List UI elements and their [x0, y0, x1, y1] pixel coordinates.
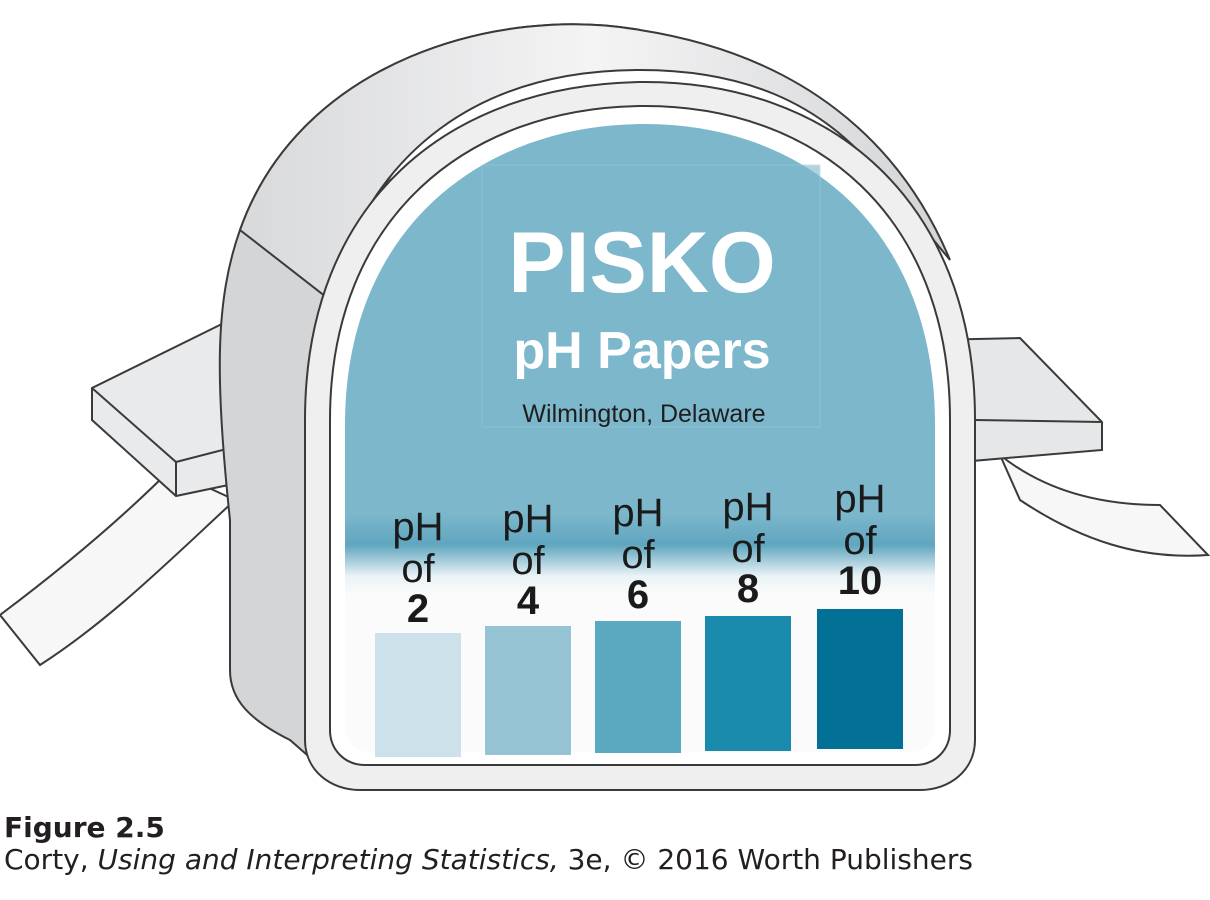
location-text: Wilmington, Delaware	[522, 400, 765, 428]
product-name: pH Papers	[513, 322, 770, 380]
ph-label-of: of	[511, 539, 545, 583]
ph-color-swatch	[375, 633, 461, 757]
ph-paper-dispenser-illustration: PISKO pH Papers Wilmington, Delaware pHo…	[0, 23, 1210, 791]
ph-label-of: of	[401, 547, 435, 591]
ph-label-of: of	[843, 519, 877, 563]
paper-strip-left	[0, 468, 237, 667]
paper-strip-right	[999, 454, 1210, 557]
ph-label-word: pH	[612, 491, 663, 535]
label-panel	[345, 123, 935, 752]
ph-label-word: pH	[502, 497, 553, 541]
brand-name: PISKO	[508, 215, 776, 311]
figure-caption: Figure 2.5 Corty, Using and Interpreting…	[4, 811, 973, 876]
ph-value-label: 2	[407, 587, 429, 631]
ph-color-swatch	[705, 616, 791, 751]
ph-value-label: 10	[838, 559, 883, 603]
ph-color-swatch	[817, 609, 903, 749]
credit-publisher: 3e, © 2016 Worth Publishers	[558, 843, 973, 877]
ph-label-of: of	[731, 527, 765, 571]
ph-value-label: 6	[627, 573, 649, 617]
ph-value-label: 8	[737, 567, 759, 611]
ph-label-of: of	[621, 533, 655, 577]
ph-label-word: pH	[392, 505, 443, 549]
ph-label-word: pH	[834, 477, 885, 521]
ph-value-label: 4	[517, 579, 540, 623]
credit-author: Corty,	[4, 843, 98, 877]
ph-color-swatch	[485, 626, 571, 755]
ph-color-swatch	[595, 621, 681, 753]
figure-credit: Corty, Using and Interpreting Statistics…	[4, 844, 973, 876]
ph-label-word: pH	[722, 485, 773, 529]
figure-label: Figure 2.5	[4, 811, 165, 844]
credit-book-title: Using and Interpreting Statistics,	[97, 843, 559, 877]
